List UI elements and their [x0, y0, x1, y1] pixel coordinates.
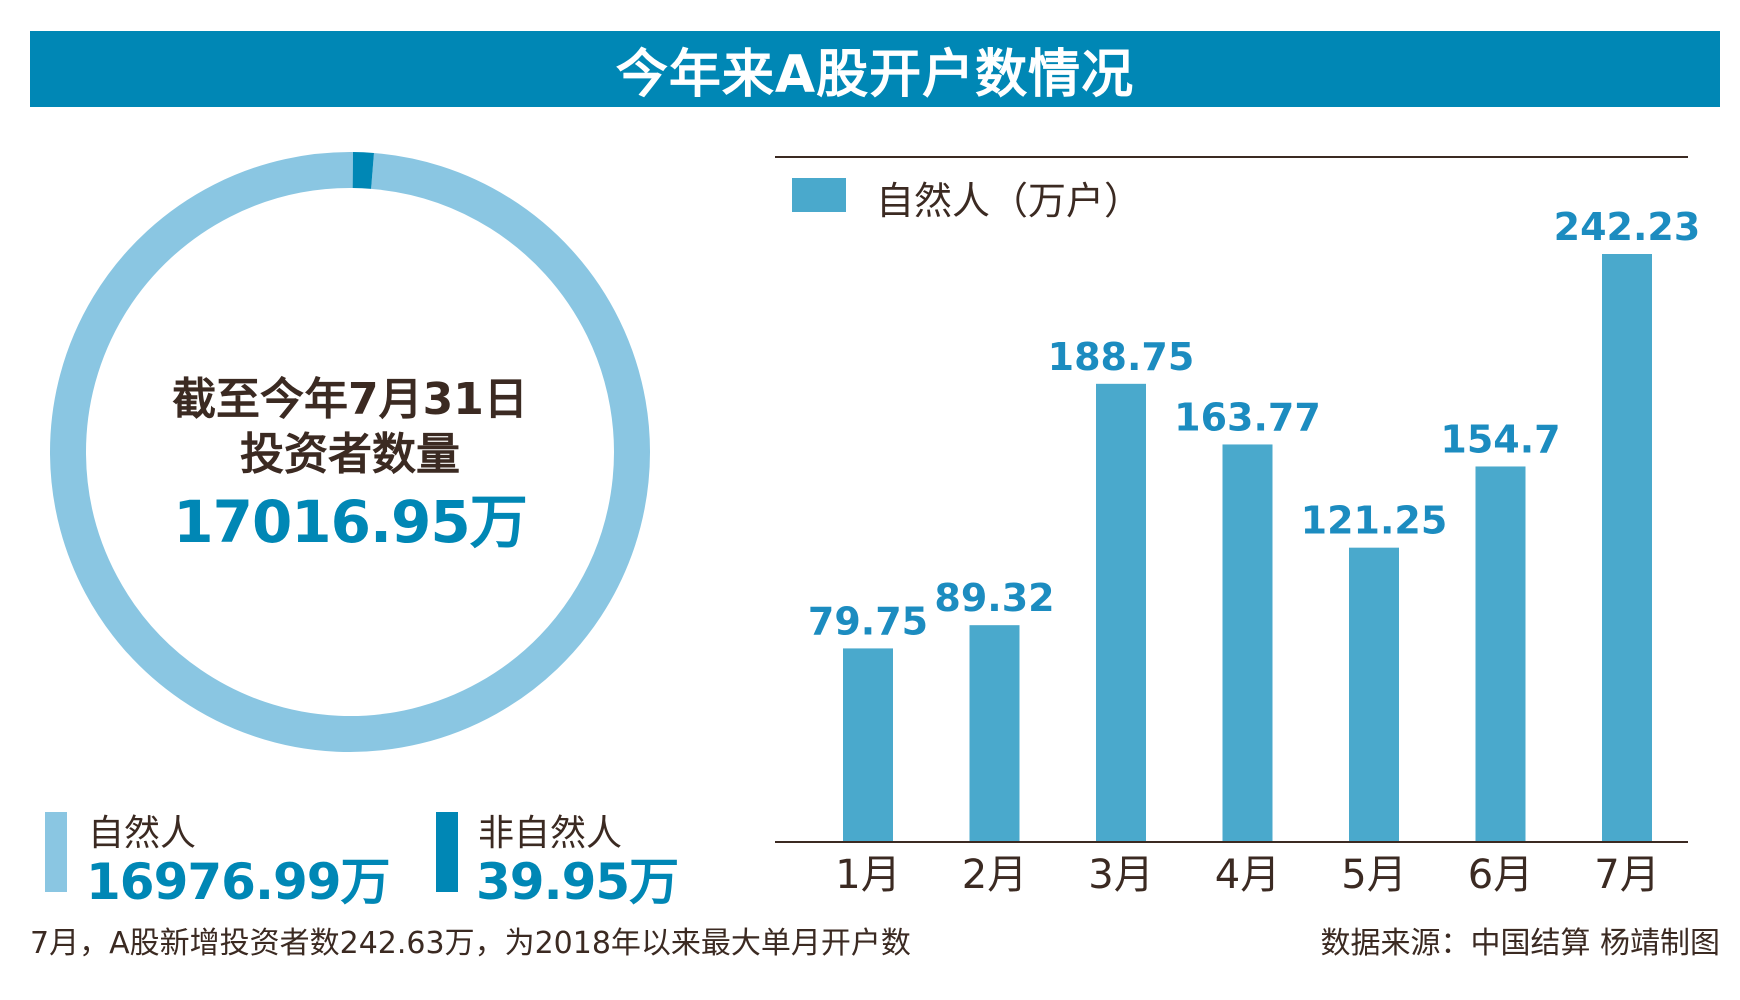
legend-value-non-natural: 39.95万 — [476, 853, 679, 911]
bar-value-label: 79.75 — [808, 599, 928, 643]
x-tick-label: 4月 — [1215, 852, 1280, 898]
bar-1 — [843, 648, 893, 842]
footnote-source: 数据来源：中国结算 杨靖制图 — [1320, 926, 1720, 961]
x-tick-label: 2月 — [962, 852, 1027, 898]
bar-legend-swatch — [792, 178, 846, 212]
legend-swatch-natural — [45, 812, 67, 892]
legend-value-natural: 16976.99万 — [86, 853, 391, 911]
bar-value-label: 188.75 — [1048, 335, 1195, 379]
x-tick-label: 6月 — [1468, 852, 1533, 898]
bar-4 — [1222, 444, 1273, 842]
donut-slice-natural — [50, 152, 650, 752]
footnote-note: 7月，A股新增投资者数242.63万，为2018年以来最大单月开户数 — [30, 926, 911, 961]
bar-value-label: 154.7 — [1440, 417, 1560, 461]
legend-label-natural: 自然人 — [88, 813, 197, 854]
donut-center-date: 截至今年7月31日 — [172, 374, 528, 425]
bar-value-label: 163.77 — [1174, 395, 1321, 439]
bar-chart: 79.75 1月 89.32 2月 188.75 3月 163.77 4月 121.25 5月 15… — [808, 205, 1700, 898]
donut-center-total: 17016.95万 — [173, 488, 528, 556]
legend-swatch-non-natural — [436, 812, 458, 892]
bar-legend-label: 自然人（万户） — [876, 179, 1143, 223]
bar-2 — [969, 625, 1020, 842]
x-tick-label: 1月 — [835, 852, 900, 898]
bar-value-label: 121.25 — [1301, 499, 1448, 543]
bar-7 — [1602, 254, 1652, 842]
donut-chart — [50, 152, 650, 752]
bar-value-label: 89.32 — [934, 576, 1054, 620]
legend-label-non-natural: 非自然人 — [478, 813, 623, 854]
bar-5 — [1349, 547, 1399, 842]
x-tick-label: 5月 — [1341, 852, 1406, 898]
bar-value-label: 242.23 — [1554, 205, 1701, 249]
bar-6 — [1475, 466, 1526, 842]
x-tick-label: 3月 — [1088, 852, 1153, 898]
chart-title: 今年来A股开户数情况 — [30, 31, 1720, 107]
donut-center-caption: 投资者数量 — [240, 429, 460, 480]
donut-slice-non-natural — [352, 152, 374, 189]
bar-3 — [1096, 383, 1146, 842]
x-tick-label: 7月 — [1594, 852, 1659, 898]
